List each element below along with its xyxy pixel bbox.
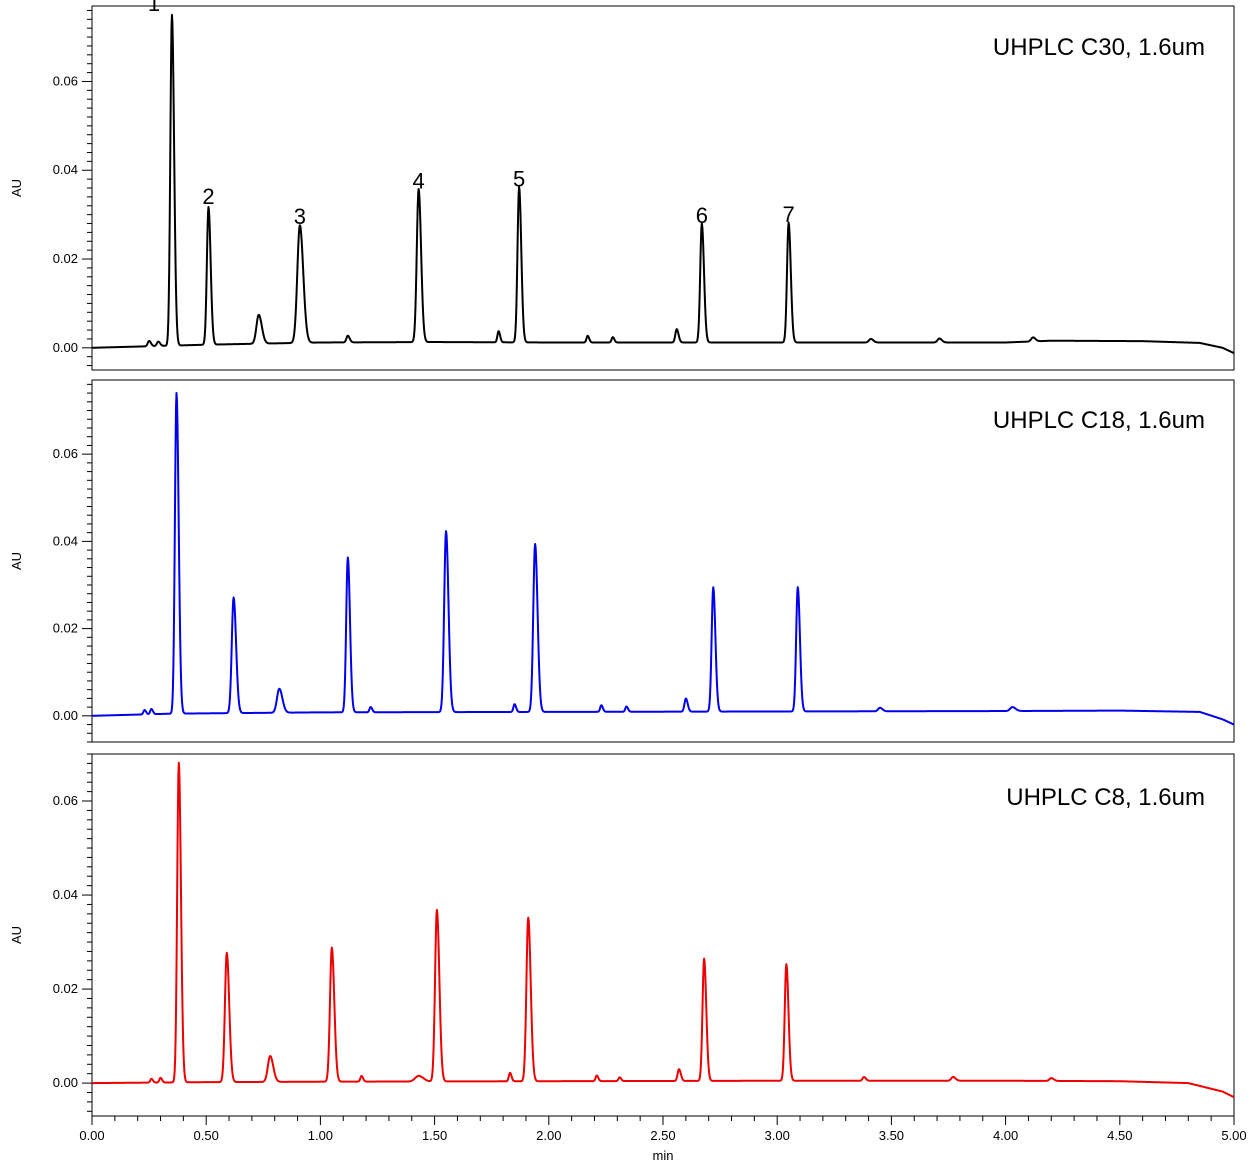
peak-number-label: 3 <box>294 204 306 229</box>
chart-panel-3: 0.00 0.02 0.04 0.06 AU 0.00 0.50 1.00 1.50 2.00 2.… <box>9 753 1247 1163</box>
x-tick-label: 0.50 <box>194 1128 219 1143</box>
panel-label: UHPLC C18, 1.6um <box>993 407 1205 434</box>
chromatogram-trace <box>91 13 1235 355</box>
x-tick-label: 2.50 <box>650 1128 675 1143</box>
y-tick-label: 0.00 <box>53 340 78 355</box>
x-tick-label: 1.50 <box>422 1128 447 1143</box>
y-tick-label: 0.04 <box>53 162 78 177</box>
panel-label: UHPLC C8, 1.6um <box>1006 784 1205 811</box>
y-tick-label: 0.02 <box>53 981 78 996</box>
x-tick-label: 3.50 <box>879 1128 904 1143</box>
y-tick-label: 0.04 <box>53 887 78 902</box>
chromatogram-trace <box>91 761 1235 1099</box>
y-tick-label: 0.00 <box>53 1075 78 1090</box>
x-axis-title: min <box>653 1148 674 1163</box>
y-axis-title: AU <box>9 552 24 570</box>
x-tick-label: 5.00 <box>1221 1128 1246 1143</box>
y-tick-label: 0.06 <box>53 73 78 88</box>
chart-panel-1: 0.00 0.02 0.04 0.06 AU UHPLC C30, 1.6um 1 2 3 4 5 6… <box>9 0 1235 371</box>
y-axis-title: AU <box>9 179 24 197</box>
x-tick-label: 3.00 <box>765 1128 790 1143</box>
x-tick-label: 0.00 <box>79 1128 104 1143</box>
x-tick-label: 2.00 <box>536 1128 561 1143</box>
x-tick-label: 4.00 <box>993 1128 1018 1143</box>
peak-number-label: 2 <box>202 184 214 209</box>
y-tick-label: 0.00 <box>53 708 78 723</box>
y-tick-label: 0.06 <box>53 446 78 461</box>
chromatogram-trace <box>91 392 1235 726</box>
panel-label: UHPLC C30, 1.6um <box>993 34 1205 61</box>
peak-number-label: 4 <box>412 169 424 194</box>
y-tick-label: 0.02 <box>53 251 78 266</box>
y-axis-title: AU <box>9 926 24 944</box>
peak-number-label: 7 <box>782 202 794 227</box>
y-tick-label: 0.06 <box>53 793 78 808</box>
peak-number-label: 5 <box>513 166 525 191</box>
peak-number-label: 1 <box>148 0 160 16</box>
peak-number-label: 6 <box>696 203 708 228</box>
y-tick-label: 0.02 <box>53 621 78 636</box>
plot-frame <box>91 379 1235 743</box>
chart-panel-2: 0.00 0.02 0.04 0.06 AU UHPLC C18, 1.6um <box>9 379 1235 743</box>
x-tick-label: 1.00 <box>308 1128 333 1143</box>
x-tick-label: 4.50 <box>1107 1128 1132 1143</box>
y-tick-label: 0.04 <box>53 533 78 548</box>
